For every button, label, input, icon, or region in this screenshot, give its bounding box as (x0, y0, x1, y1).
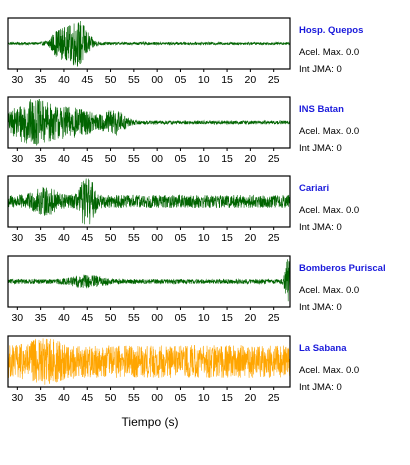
waveform-trace (8, 338, 290, 385)
x-tick-label: 15 (221, 153, 233, 165)
station-name: Hosp. Quepos (299, 25, 363, 36)
x-tick-label: 25 (268, 153, 280, 165)
x-tick-label: 50 (105, 153, 117, 165)
int-jma-label: Int JMA: 0 (299, 143, 342, 154)
panel-frame (7, 175, 291, 228)
x-tick-label: 25 (268, 392, 280, 404)
x-tick-label: 00 (151, 153, 163, 165)
station-panel: 30 35 40 45 50 55 00 05 10 15 20 25 Cariari Acel. Max… (7, 175, 359, 244)
x-tick-label: 10 (198, 153, 210, 165)
x-tick-label: 00 (151, 312, 163, 324)
x-tick-label: 00 (151, 232, 163, 244)
x-tick-label: 15 (221, 232, 233, 244)
station-name: Bomberos Puriscal (299, 263, 386, 274)
x-tick-label: 05 (175, 392, 187, 404)
x-tick-label: 35 (35, 312, 47, 324)
x-tick-label: 20 (245, 153, 257, 165)
station-name: La Sabana (299, 343, 347, 354)
station-panel: 30 35 40 45 50 55 00 05 10 15 20 25 Bomberos Purisca… (7, 255, 386, 324)
int-jma-label: Int JMA: 0 (299, 222, 342, 233)
x-tick-label: 10 (198, 74, 210, 86)
waveform-trace (8, 259, 290, 302)
x-tick-label: 35 (35, 74, 47, 86)
station-panel: 30 35 40 45 50 55 00 05 10 15 20 25 Hosp. Quepos Acel… (7, 17, 363, 86)
x-tick-label: 45 (81, 74, 93, 86)
x-axis-title: Tiempo (s) (122, 415, 179, 429)
x-tick-label: 25 (268, 232, 280, 244)
x-tick-label: 20 (245, 74, 257, 86)
waveform-trace (8, 178, 290, 225)
x-tick-label: 20 (245, 392, 257, 404)
x-tick-label: 45 (81, 312, 93, 324)
int-jma-label: Int JMA: 0 (299, 382, 342, 393)
panel-frame (7, 17, 291, 70)
x-tick-label: 25 (268, 312, 280, 324)
x-tick-label: 35 (35, 232, 47, 244)
panel-frame (7, 335, 291, 388)
x-tick-label: 50 (105, 392, 117, 404)
acel-max-label: Acel. Max. 0.0 (299, 285, 359, 296)
x-tick-label: 30 (11, 74, 23, 86)
x-tick-label: 15 (221, 392, 233, 404)
station-name: Cariari (299, 183, 329, 194)
x-tick-label: 40 (58, 74, 70, 86)
acel-max-label: Acel. Max. 0.0 (299, 205, 359, 216)
x-tick-label: 05 (175, 232, 187, 244)
x-tick-label: 15 (221, 312, 233, 324)
waveform-trace (8, 99, 290, 146)
x-tick-label: 30 (11, 392, 23, 404)
panel-frame (7, 96, 291, 149)
x-tick-label: 55 (128, 392, 140, 404)
x-tick-label: 55 (128, 74, 140, 86)
x-tick-label: 55 (128, 312, 140, 324)
x-tick-label: 30 (11, 232, 23, 244)
station-panel: 30 35 40 45 50 55 00 05 10 15 20 25 INS Batan Acel. M… (7, 96, 359, 165)
x-tick-label: 40 (58, 232, 70, 244)
x-tick-label: 25 (268, 74, 280, 86)
x-tick-label: 55 (128, 153, 140, 165)
x-tick-label: 05 (175, 312, 187, 324)
int-jma-label: Int JMA: 0 (299, 64, 342, 75)
x-tick-label: 55 (128, 232, 140, 244)
x-tick-label: 50 (105, 74, 117, 86)
x-tick-label: 40 (58, 312, 70, 324)
x-tick-label: 20 (245, 312, 257, 324)
x-tick-label: 50 (105, 232, 117, 244)
x-tick-label: 10 (198, 232, 210, 244)
x-tick-label: 45 (81, 153, 93, 165)
x-tick-label: 45 (81, 232, 93, 244)
x-tick-label: 50 (105, 312, 117, 324)
station-panel: 30 35 40 45 50 55 00 05 10 15 20 25 La Sabana Acel. M… (7, 335, 359, 404)
waveform-trace (8, 20, 290, 67)
int-jma-label: Int JMA: 0 (299, 302, 342, 313)
x-tick-label: 00 (151, 74, 163, 86)
panel-frame (7, 255, 291, 308)
x-tick-label: 30 (11, 153, 23, 165)
x-tick-label: 30 (11, 312, 23, 324)
x-tick-label: 05 (175, 153, 187, 165)
acel-max-label: Acel. Max. 0.0 (299, 126, 359, 137)
x-tick-label: 40 (58, 153, 70, 165)
x-tick-label: 35 (35, 153, 47, 165)
x-tick-label: 45 (81, 392, 93, 404)
x-tick-label: 20 (245, 232, 257, 244)
x-tick-label: 10 (198, 392, 210, 404)
acel-max-label: Acel. Max. 0.0 (299, 365, 359, 376)
station-name: INS Batan (299, 104, 344, 115)
x-tick-label: 00 (151, 392, 163, 404)
acel-max-label: Acel. Max. 0.0 (299, 47, 359, 58)
x-tick-label: 35 (35, 392, 47, 404)
x-tick-label: 40 (58, 392, 70, 404)
x-tick-label: 10 (198, 312, 210, 324)
x-tick-label: 05 (175, 74, 187, 86)
x-tick-label: 15 (221, 74, 233, 86)
